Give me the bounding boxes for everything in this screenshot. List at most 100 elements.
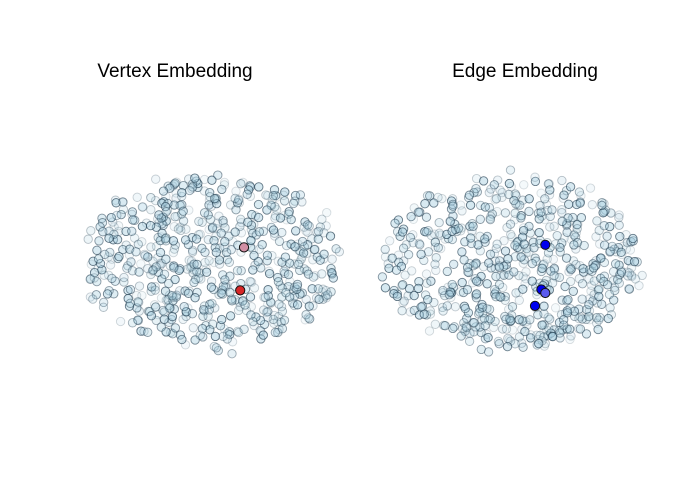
scatter-point	[486, 184, 496, 194]
scatter-point	[218, 216, 228, 226]
scatter-point	[262, 250, 273, 260]
scatter-point	[259, 292, 269, 302]
scatter-point	[500, 246, 511, 256]
scatter-point	[295, 265, 305, 276]
scatter-point	[251, 312, 261, 322]
scatter-point	[544, 323, 554, 333]
scatter-point	[565, 324, 575, 334]
scatter-point	[559, 233, 570, 243]
scatter-point	[505, 165, 516, 175]
scatter-point	[296, 254, 306, 264]
scatter-point	[230, 193, 240, 204]
scatter-point	[520, 279, 530, 289]
scatter-point	[584, 294, 595, 304]
scatter-point	[208, 222, 218, 232]
scatter-point	[292, 282, 303, 292]
scatter-point	[161, 295, 171, 305]
scatter-point	[312, 227, 322, 237]
scatter-point	[380, 283, 391, 293]
scatter-point	[494, 339, 504, 349]
scatter-point	[205, 299, 215, 309]
scatter-point	[235, 302, 245, 312]
scatter-point	[449, 322, 459, 332]
scatter-point	[233, 305, 244, 316]
scatter-point	[169, 221, 179, 232]
scatter-point	[610, 285, 620, 296]
scatter-point	[226, 245, 236, 255]
scatter-point	[605, 247, 615, 257]
scatter-point	[115, 316, 126, 327]
scatter-point	[549, 270, 559, 281]
scatter-point	[547, 205, 557, 215]
scatter-point	[430, 319, 440, 329]
scatter-point	[489, 248, 500, 259]
scatter-point	[276, 317, 286, 327]
scatter-point	[456, 331, 466, 341]
scatter-point	[554, 325, 565, 336]
scatter-point	[308, 255, 318, 265]
scatter-point	[289, 291, 300, 301]
scatter-point	[268, 191, 278, 201]
scatter-point	[413, 283, 424, 294]
scatter-point	[630, 274, 641, 284]
scatter-point	[180, 340, 191, 350]
scatter-point	[549, 221, 559, 231]
scatter-point	[248, 244, 259, 255]
edge-embedding-scatter	[377, 165, 647, 357]
scatter-point	[530, 176, 541, 187]
scatter-point	[625, 245, 636, 255]
scatter-point	[574, 274, 584, 284]
scatter-point	[502, 223, 512, 233]
scatter-point	[187, 247, 198, 257]
scatter-point	[544, 190, 555, 200]
scatter-point	[201, 264, 211, 274]
scatter-point	[216, 228, 226, 238]
scatter-point	[542, 254, 552, 264]
scatter-point	[99, 270, 109, 280]
scatter-point	[551, 272, 561, 282]
scatter-point	[293, 259, 304, 270]
scatter-point	[134, 281, 145, 291]
scatter-point	[518, 223, 529, 233]
scatter-point	[380, 244, 390, 255]
scatter-point	[484, 258, 494, 268]
scatter-point	[472, 276, 482, 286]
scatter-point	[483, 347, 494, 357]
scatter-point	[160, 234, 171, 244]
scatter-point	[563, 295, 573, 305]
scatter-point	[210, 303, 220, 313]
scatter-point	[313, 226, 324, 237]
scatter-point	[290, 241, 300, 252]
scatter-point	[313, 234, 323, 244]
scatter-point	[269, 318, 279, 328]
scatter-point	[624, 284, 634, 294]
scatter-point	[624, 284, 635, 294]
scatter-point	[398, 298, 408, 308]
scatter-point	[133, 315, 143, 325]
scatter-point	[535, 201, 545, 211]
scatter-point	[272, 327, 283, 338]
scatter-point	[613, 274, 623, 285]
scatter-point	[584, 311, 594, 322]
scatter-point	[573, 219, 583, 229]
scatter-point	[227, 337, 238, 347]
scatter-point	[218, 331, 228, 342]
scatter-point	[464, 190, 475, 200]
scatter-point	[399, 296, 409, 306]
scatter-point	[490, 195, 500, 205]
scatter-point	[495, 185, 505, 195]
scatter-point	[171, 290, 182, 300]
scatter-point	[420, 226, 430, 237]
scatter-point	[94, 236, 104, 246]
scatter-point	[304, 301, 314, 311]
scatter-point	[246, 235, 256, 246]
scatter-point	[220, 236, 230, 247]
vertex-embedding-scatter	[83, 170, 345, 359]
scatter-point	[268, 314, 278, 325]
scatter-point	[137, 202, 148, 212]
scatter-point	[450, 302, 461, 312]
highlighted-point	[540, 239, 551, 250]
scatter-point	[605, 303, 615, 313]
scatter-point	[160, 286, 171, 296]
scatter-point	[283, 281, 293, 292]
